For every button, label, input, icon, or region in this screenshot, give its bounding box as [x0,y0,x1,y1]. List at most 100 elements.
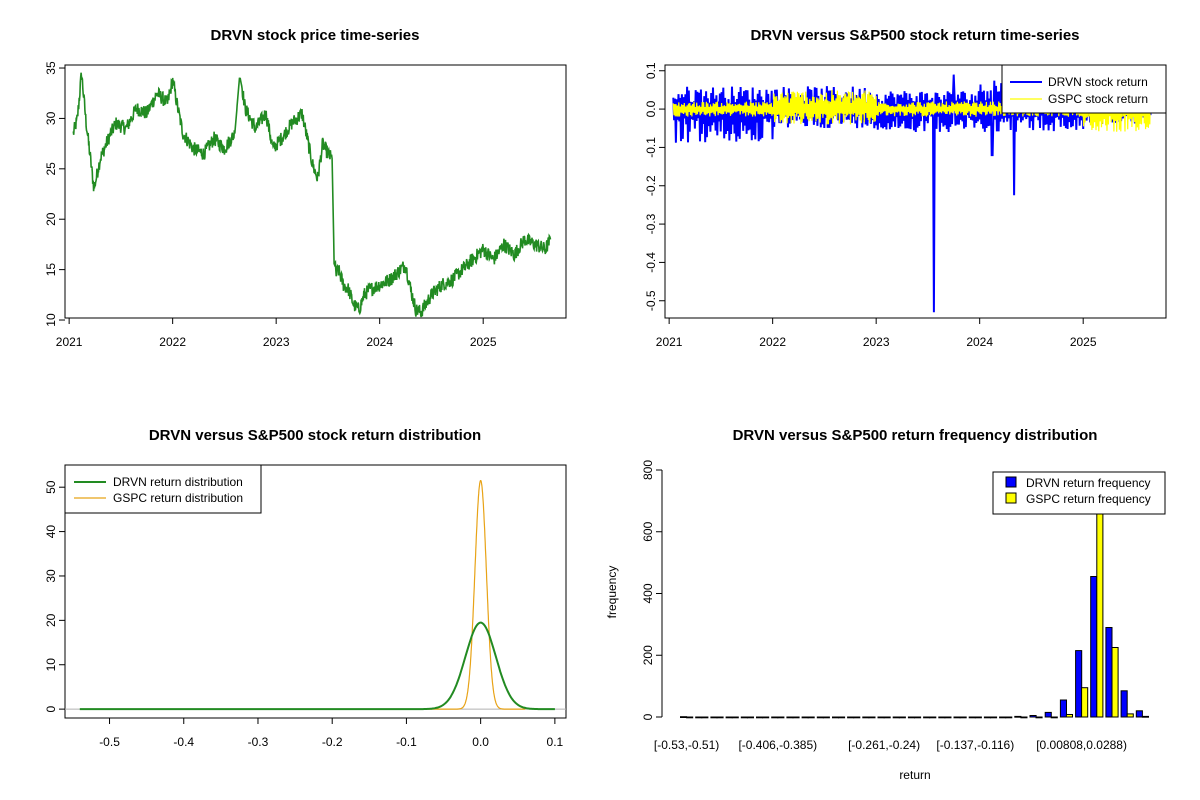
histogram-bar-drvn [907,716,916,719]
histogram-bar-drvn [1059,699,1068,718]
histogram-y-axis-label: frequency [605,566,619,619]
returns-x-tick-label: 2022 [759,335,786,349]
price-y-axis: 10 15 20 25 30 35 [44,61,65,327]
density-y-tick-label: 50 [44,480,58,494]
histogram-bar-gspc [701,716,709,719]
histogram-bar-drvn [816,716,824,719]
histogram-bar-gspc [686,716,694,719]
price-x-tick-label: 2023 [263,335,290,349]
histogram-bar-gspc [929,716,937,719]
density-x-tick-label: 0.0 [472,735,489,749]
histogram-y-tick-label: 0 [641,713,655,720]
histogram-bar-drvn [1044,711,1052,718]
histogram-legend-gspc-label: GSPC return frequency [1026,492,1151,506]
histogram-bar-drvn [710,716,718,719]
density-y-tick-label: 30 [44,569,58,583]
price-y-tick-label: 20 [44,212,58,226]
price-plot-box [64,64,567,319]
returns-y-tick-label: -0.4 [644,252,658,273]
density-legend-box [64,464,262,514]
returns-y-tick-label: -0.3 [644,213,658,234]
returns-y-tick-label: -0.5 [644,290,658,311]
density-legend-drvn-label: DRVN return distribution [113,475,243,489]
returns-x-axis: 2021 2022 2023 2024 2025 [656,318,1097,349]
histogram-x-tick-label: [-0.137,-0.116) [936,738,1014,752]
histogram-bar-drvn [1120,690,1128,718]
price-chart-title: DRVN stock price time-series [211,27,420,44]
histogram-bar-drvn [771,716,779,719]
histogram-bar-gspc [868,716,876,719]
returns-y-tick-label: 0.0 [644,100,658,117]
histogram-bar-gspc [807,716,815,719]
histogram-bar-drvn [725,716,733,719]
density-legend-gspc-label: GSPC return distribution [113,491,243,505]
histogram-bar-gspc [838,716,846,719]
histogram-y-tick-label: 800 [641,460,655,480]
histogram-y-tick-label: 200 [641,645,655,665]
histogram-bar-gspc [1035,716,1043,719]
histogram-bar-drvn [1135,710,1143,718]
histogram-bar-gspc [1081,687,1089,718]
histogram-bar-gspc [853,716,861,719]
histogram-bar-gspc [944,716,952,719]
histogram-bar-drvn [740,716,748,719]
histogram-bar-drvn [953,716,961,719]
histogram-bar-gspc [1050,716,1058,719]
histogram-bar-drvn [999,716,1007,719]
density-y-tick-label: 10 [44,658,58,672]
histogram-bar-drvn [968,716,976,719]
density-y-axis: 0 10 20 30 40 50 [44,480,65,712]
density-x-tick-label: -0.3 [248,735,269,749]
histogram-bar-gspc [1126,713,1134,718]
density-x-tick-label: -0.5 [99,735,120,749]
histogram-bar-gspc [883,716,891,719]
histogram-x-tick-label: [-0.53,-0.51) [654,738,719,752]
returns-legend-gspc-label: GSPC stock return [1048,92,1148,106]
returns-y-tick-label: -0.1 [644,137,658,158]
price-y-tick-label: 15 [44,263,58,277]
returns-legend-drvn-label: DRVN stock return [1048,75,1148,89]
price-x-tick-label: 2022 [159,335,186,349]
histogram-legend-gspc-swatch [1005,492,1017,504]
returns-x-tick-label: 2023 [863,335,890,349]
returns-chart-panel: DRVN versus S&P500 stock return time-ser… [644,27,1167,349]
histogram-chart-title: DRVN versus S&P500 return frequency dist… [733,427,1098,444]
histogram-bar-gspc [716,716,724,719]
histogram-bar-gspc [959,716,967,719]
histogram-bar-gspc [792,716,800,719]
density-chart-panel: DRVN versus S&P500 stock return distribu… [44,427,567,749]
histogram-bar-drvn [1105,627,1113,718]
histogram-bar-gspc [731,716,739,719]
returns-legend-box [1001,64,1167,114]
histogram-x-axis-label: return [899,768,930,782]
histogram-bar-gspc [777,716,785,719]
density-legend: DRVN return distribution GSPC return dis… [64,464,262,514]
histogram-bar-drvn [680,716,688,719]
histogram-y-tick-label: 400 [641,583,655,603]
histogram-x-tick-label: [0.00808,0.0288) [1036,738,1127,752]
density-y-tick-label: 40 [44,525,58,539]
price-y-tick-label: 25 [44,162,58,176]
price-x-tick-label: 2021 [56,335,83,349]
histogram-bar-gspc [974,716,982,719]
histogram-bar-drvn [983,716,992,719]
returns-y-tick-label: -0.2 [644,175,658,196]
histogram-bar-gspc [822,716,830,719]
returns-chart-title: DRVN versus S&P500 stock return time-ser… [750,27,1079,44]
histogram-legend-box [992,471,1166,515]
histogram-bar-drvn [695,716,703,719]
density-y-tick-label: 0 [44,705,58,712]
price-x-axis: 2021 2022 2023 2024 2025 [56,318,497,349]
histogram-bar-drvn [1075,650,1083,718]
price-x-tick-label: 2024 [366,335,393,349]
histogram-bar-drvn [1090,576,1098,718]
returns-y-axis: -0.5 -0.4 -0.3 -0.2 -0.1 0.0 0.1 [644,62,665,311]
density-x-axis: -0.5 -0.4 -0.3 -0.2 -0.1 0.0 0.1 [99,718,564,749]
returns-y-tick-label: 0.1 [644,62,658,79]
histogram-bar-drvn [756,716,764,719]
density-x-tick-label: -0.4 [173,735,194,749]
histogram-x-tick-label: [-0.261,-0.24) [848,738,920,752]
returns-x-tick-label: 2024 [966,335,993,349]
histogram-legend-drvn-label: DRVN return frequency [1026,476,1151,490]
